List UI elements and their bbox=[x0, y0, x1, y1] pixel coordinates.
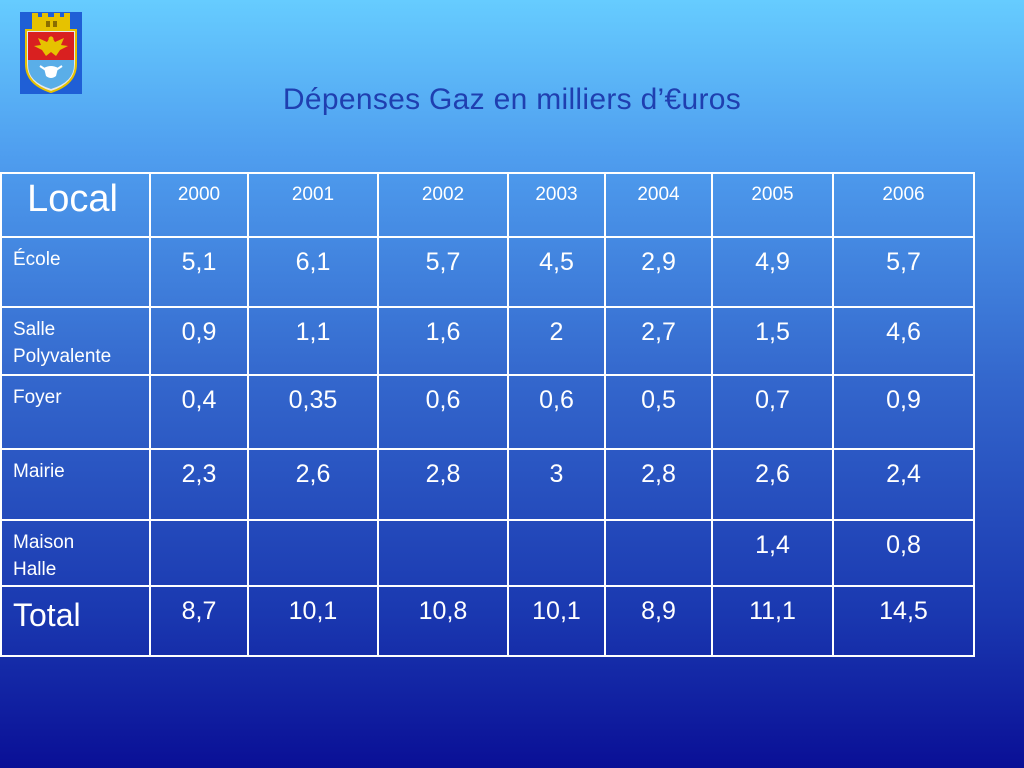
table-row-salle-polyvalente: Salle Polyvalente 0,9 1,1 1,6 2 2,7 1,5 4… bbox=[0, 306, 975, 376]
table-cell: 0,8 bbox=[832, 519, 975, 587]
table-cell: 14,5 bbox=[832, 585, 975, 657]
table-cell: 11,1 bbox=[711, 585, 834, 657]
page-title: Dépenses Gaz en milliers d’€uros bbox=[282, 83, 742, 116]
row-label-total: Total bbox=[0, 585, 151, 657]
table-cell: 0,5 bbox=[604, 374, 713, 450]
table-cell: 2,7 bbox=[604, 306, 713, 376]
table-cell: 8,7 bbox=[149, 585, 249, 657]
row-label-ecole: École bbox=[0, 236, 151, 308]
table-cell: 0,6 bbox=[377, 374, 509, 450]
table-cell: 5,7 bbox=[832, 236, 975, 308]
gas-expenses-table: Local 2000 2001 2002 2003 2004 2005 2006… bbox=[0, 172, 975, 657]
header-year-2005: 2005 bbox=[711, 172, 834, 238]
row-label-line: Maison bbox=[13, 532, 75, 553]
table-cell: 0,6 bbox=[507, 374, 606, 450]
row-label-line: Salle bbox=[13, 319, 56, 340]
row-label-mairie: Mairie bbox=[0, 448, 151, 521]
table-cell: 0,35 bbox=[247, 374, 379, 450]
header-year-2006: 2006 bbox=[832, 172, 975, 238]
row-label-line: Halle bbox=[13, 559, 57, 580]
table-cell bbox=[604, 519, 713, 587]
table-cell: 2,6 bbox=[711, 448, 834, 521]
header-year-2000: 2000 bbox=[149, 172, 249, 238]
header-year-2002: 2002 bbox=[377, 172, 509, 238]
table-cell: 10,8 bbox=[377, 585, 509, 657]
table-cell bbox=[507, 519, 606, 587]
table-cell: 2,4 bbox=[832, 448, 975, 521]
table-cell: 2,9 bbox=[604, 236, 713, 308]
table-cell: 10,1 bbox=[507, 585, 606, 657]
table-cell: 0,4 bbox=[149, 374, 249, 450]
table-row-total: Total 8,7 10,1 10,8 10,1 8,9 11,1 14,5 bbox=[0, 585, 975, 657]
header-local: Local bbox=[0, 172, 151, 238]
table-cell: 2 bbox=[507, 306, 606, 376]
table-cell: 0,7 bbox=[711, 374, 834, 450]
table-cell: 5,7 bbox=[377, 236, 509, 308]
table-cell bbox=[149, 519, 249, 587]
table-cell: 4,5 bbox=[507, 236, 606, 308]
table-cell: 10,1 bbox=[247, 585, 379, 657]
table-cell: 3 bbox=[507, 448, 606, 521]
table-row-foyer: Foyer 0,4 0,35 0,6 0,6 0,5 0,7 0,9 bbox=[0, 374, 975, 450]
table-cell: 2,8 bbox=[377, 448, 509, 521]
table-cell: 1,1 bbox=[247, 306, 379, 376]
table-row-ecole: École 5,1 6,1 5,7 4,5 2,9 4,9 5,7 bbox=[0, 236, 975, 308]
table-cell: 4,6 bbox=[832, 306, 975, 376]
header-year-2003: 2003 bbox=[507, 172, 606, 238]
table-cell: 6,1 bbox=[247, 236, 379, 308]
header-year-2004: 2004 bbox=[604, 172, 713, 238]
table-row-maison-halle: Maison Halle 1,4 0,8 bbox=[0, 519, 975, 587]
coat-of-arms-logo bbox=[20, 12, 82, 94]
table-row-mairie: Mairie 2,3 2,6 2,8 3 2,8 2,6 2,4 bbox=[0, 448, 975, 521]
row-label-salle-polyvalente: Salle Polyvalente bbox=[0, 306, 151, 376]
table-cell: 1,6 bbox=[377, 306, 509, 376]
table-cell: 0,9 bbox=[149, 306, 249, 376]
table-cell bbox=[247, 519, 379, 587]
table-cell: 2,8 bbox=[604, 448, 713, 521]
row-label-line: Polyvalente bbox=[13, 346, 112, 367]
row-label-foyer: Foyer bbox=[0, 374, 151, 450]
row-label-maison-halle: Maison Halle bbox=[0, 519, 151, 587]
table-cell: 1,5 bbox=[711, 306, 834, 376]
table-cell: 8,9 bbox=[604, 585, 713, 657]
header-year-2001: 2001 bbox=[247, 172, 379, 238]
table-cell: 2,3 bbox=[149, 448, 249, 521]
table-cell: 0,9 bbox=[832, 374, 975, 450]
table-header-row: Local 2000 2001 2002 2003 2004 2005 2006 bbox=[0, 172, 975, 238]
table-cell: 5,1 bbox=[149, 236, 249, 308]
table-cell: 4,9 bbox=[711, 236, 834, 308]
table-cell: 1,4 bbox=[711, 519, 834, 587]
table-cell bbox=[377, 519, 509, 587]
table-cell: 2,6 bbox=[247, 448, 379, 521]
